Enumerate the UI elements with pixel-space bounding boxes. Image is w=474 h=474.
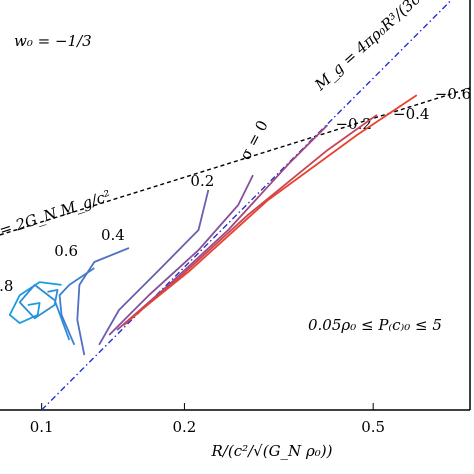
curve	[98, 189, 210, 346]
reference-label: = 2G_N M_g/c²	[0, 187, 113, 240]
curve	[128, 94, 418, 321]
series-label: −0.2	[335, 115, 371, 133]
x-tick-label: 0.5	[361, 418, 385, 436]
curve	[18, 284, 71, 341]
x-tick-label: 0.1	[30, 418, 54, 436]
reference-label: M_g = 4πρ₀R³/(3c²)	[311, 0, 433, 95]
x-axis-label: R/(c²/√(G_N ρ₀))	[211, 442, 333, 460]
curve	[8, 281, 62, 324]
curve	[76, 247, 130, 356]
series-label: σ = 0	[236, 117, 272, 162]
series-label: 0.2	[190, 172, 214, 190]
series-label: −0.6	[435, 85, 471, 103]
reference-line	[41, 0, 452, 411]
annotation: w₀ = −1/3	[14, 32, 92, 50]
reference-line	[0, 87, 471, 236]
series-label: 0.6	[54, 242, 78, 260]
series-label: 0.4	[101, 226, 125, 244]
series-label: 0.8	[0, 277, 13, 295]
curve	[108, 174, 254, 336]
curve	[58, 267, 95, 346]
x-tick-label: 0.2	[172, 418, 196, 436]
curve	[116, 124, 329, 331]
series-label: −0.4	[393, 105, 429, 123]
range-note: 0.05ρ₀ ≤ P₍c₎₀ ≤ 5	[308, 316, 442, 334]
